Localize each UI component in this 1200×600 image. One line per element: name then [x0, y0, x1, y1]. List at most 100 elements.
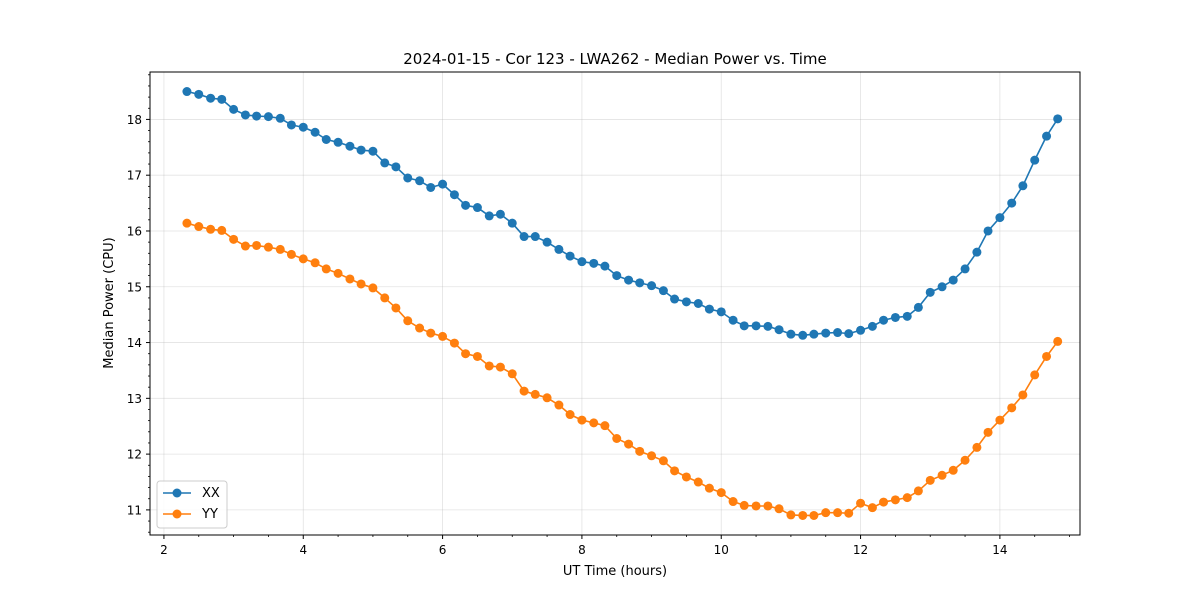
data-point-xx: [658, 286, 668, 296]
x-axis-label: UT Time (hours): [563, 564, 667, 579]
data-point-xx: [519, 232, 529, 242]
data-point-yy: [983, 427, 993, 437]
data-point-xx: [542, 237, 552, 247]
data-point-yy: [716, 488, 726, 498]
data-point-yy: [937, 470, 947, 480]
data-point-yy: [182, 218, 192, 228]
data-point-yy: [345, 274, 355, 284]
data-point-yy: [902, 493, 912, 503]
data-point-xx: [554, 244, 564, 254]
data-point-yy: [194, 222, 204, 232]
data-point-yy: [867, 503, 877, 513]
data-point-xx: [821, 328, 831, 338]
series-group: [182, 87, 1063, 520]
data-point-yy: [495, 362, 505, 372]
data-point-yy: [624, 439, 634, 449]
data-point-xx: [356, 145, 366, 155]
y-tick-label: 17: [127, 169, 142, 183]
data-point-yy: [507, 369, 517, 379]
data-point-yy: [995, 415, 1005, 425]
data-point-xx: [833, 328, 843, 338]
x-tick-label: 10: [714, 543, 729, 557]
x-tick-label: 6: [439, 543, 447, 557]
data-point-yy: [519, 386, 529, 396]
axis-ticks: 2 4 6 8 10 12 14 11 12 13 14 15 16 17 18: [127, 74, 1070, 557]
data-point-yy: [809, 510, 819, 520]
data-point-yy: [554, 400, 564, 410]
data-point-yy: [217, 225, 227, 235]
data-point-yy: [821, 508, 831, 518]
data-point-yy: [647, 451, 657, 461]
data-point-yy: [298, 254, 308, 264]
data-point-yy: [484, 361, 494, 371]
data-point-xx: [345, 141, 355, 151]
data-point-xx: [763, 321, 773, 331]
data-point-yy: [856, 498, 866, 508]
data-point-yy: [286, 249, 296, 259]
data-point-xx: [415, 176, 425, 186]
y-axis-label: Median Power (CPU): [102, 237, 117, 368]
data-point-yy: [333, 268, 343, 278]
x-tick-label: 14: [992, 543, 1007, 557]
data-point-xx: [728, 315, 738, 325]
data-point-xx: [577, 257, 587, 267]
data-point-yy: [577, 415, 587, 425]
data-point-xx: [844, 329, 854, 339]
y-tick-label: 18: [127, 113, 142, 127]
data-point-xx: [507, 218, 517, 228]
data-point-yy: [913, 486, 923, 496]
series-yy: [182, 218, 1063, 520]
data-point-yy: [438, 331, 448, 341]
series-line-yy: [186, 222, 1059, 517]
data-point-xx: [972, 247, 982, 257]
data-point-yy: [589, 418, 599, 428]
data-point-xx: [716, 307, 726, 317]
data-point-yy: [1030, 370, 1040, 380]
data-point-yy: [681, 472, 691, 482]
data-point-xx: [380, 158, 390, 168]
data-point-xx: [925, 287, 935, 297]
x-tick-label: 12: [853, 543, 868, 557]
plot-frame: [149, 71, 1081, 536]
data-point-xx: [368, 146, 378, 156]
data-point-yy: [461, 349, 471, 359]
data-point-yy: [263, 242, 273, 252]
data-point-xx: [995, 213, 1005, 223]
data-point-yy: [321, 264, 331, 274]
data-point-xx: [612, 271, 622, 281]
data-point-yy: [844, 508, 854, 518]
data-point-xx: [809, 329, 819, 339]
data-point-xx: [298, 122, 308, 132]
data-point-yy: [612, 433, 622, 443]
data-point-xx: [1053, 114, 1063, 124]
data-point-xx: [403, 173, 413, 183]
data-point-yy: [426, 328, 436, 338]
data-point-xx: [948, 275, 958, 285]
data-point-xx: [438, 179, 448, 189]
data-point-xx: [321, 134, 331, 144]
data-point-xx: [275, 113, 285, 123]
data-point-xx: [913, 302, 923, 312]
y-tick-label: 11: [127, 503, 142, 517]
y-tick-label: 14: [127, 336, 142, 350]
data-point-xx: [937, 282, 947, 292]
data-point-xx: [890, 312, 900, 322]
data-point-yy: [356, 279, 366, 289]
data-point-yy: [774, 504, 784, 514]
data-point-xx: [624, 275, 634, 285]
data-point-yy: [739, 500, 749, 510]
data-point-yy: [403, 316, 413, 326]
y-tick-label: 13: [127, 392, 142, 406]
data-point-yy: [368, 283, 378, 293]
data-point-xx: [426, 182, 436, 192]
data-point-xx: [600, 261, 610, 271]
data-point-yy: [786, 510, 796, 520]
data-point-xx: [798, 330, 808, 340]
grid: [150, 72, 1080, 535]
data-point-xx: [472, 203, 482, 213]
data-point-xx: [647, 281, 657, 291]
data-point-xx: [902, 311, 912, 321]
data-point-xx: [589, 258, 599, 268]
data-point-yy: [472, 351, 482, 361]
